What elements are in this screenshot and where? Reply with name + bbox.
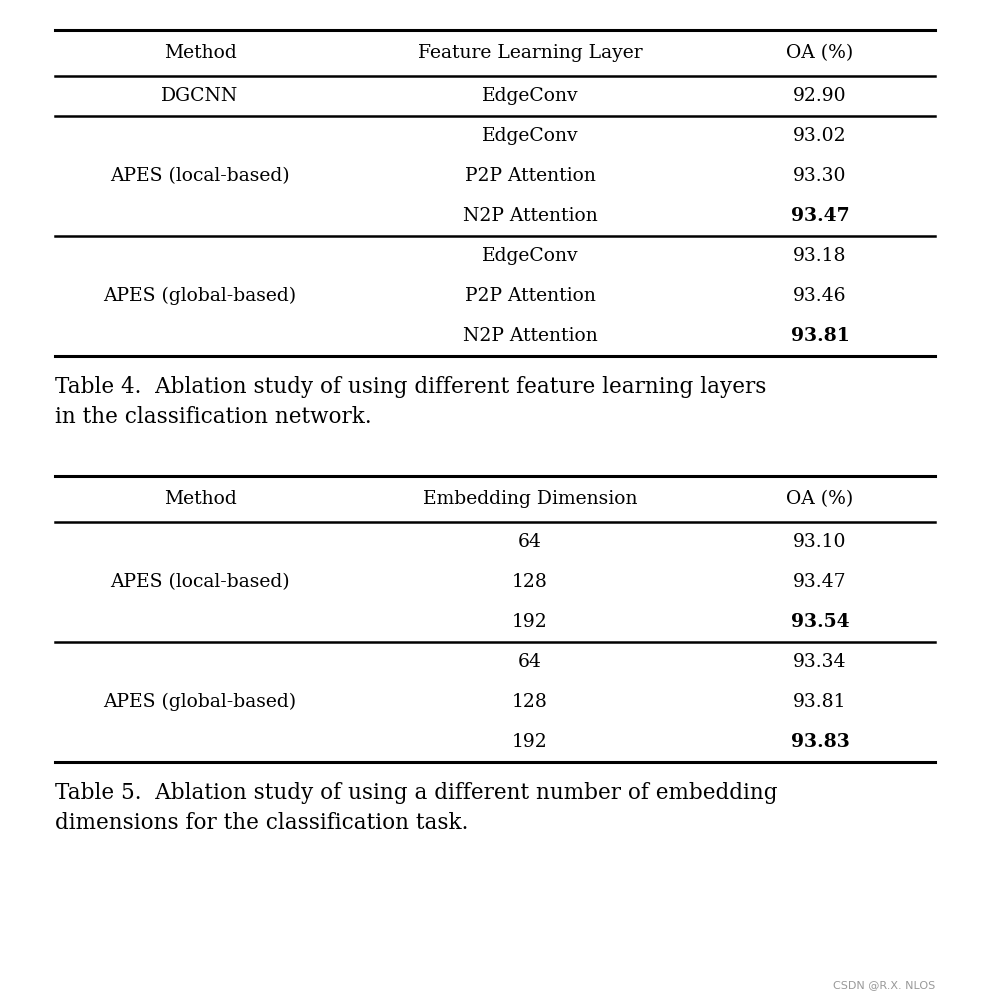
Text: 93.10: 93.10 — [793, 533, 846, 551]
Text: dimensions for the classification task.: dimensions for the classification task. — [55, 812, 468, 834]
Text: P2P Attention: P2P Attention — [464, 167, 595, 185]
Text: 93.81: 93.81 — [791, 327, 849, 345]
Text: 93.83: 93.83 — [791, 733, 849, 751]
Text: CSDN @R.X. NLOS: CSDN @R.X. NLOS — [833, 980, 935, 990]
Text: Method: Method — [163, 490, 237, 508]
Text: N2P Attention: N2P Attention — [462, 327, 597, 345]
Text: APES (global-based): APES (global-based) — [103, 287, 297, 305]
Text: N2P Attention: N2P Attention — [462, 207, 597, 225]
Text: 128: 128 — [512, 693, 547, 711]
Text: Feature Learning Layer: Feature Learning Layer — [418, 44, 643, 62]
Text: OA (%): OA (%) — [786, 490, 853, 508]
Text: DGCNN: DGCNN — [161, 87, 239, 105]
Text: 93.02: 93.02 — [793, 127, 846, 145]
Text: 93.47: 93.47 — [791, 207, 849, 225]
Text: APES (local-based): APES (local-based) — [110, 167, 290, 185]
Text: EdgeConv: EdgeConv — [482, 87, 578, 105]
Text: 93.46: 93.46 — [793, 287, 846, 305]
Text: EdgeConv: EdgeConv — [482, 127, 578, 145]
Text: Embedding Dimension: Embedding Dimension — [423, 490, 638, 508]
Text: APES (global-based): APES (global-based) — [103, 693, 297, 711]
Text: 93.81: 93.81 — [793, 693, 846, 711]
Text: OA (%): OA (%) — [786, 44, 853, 62]
Text: 64: 64 — [518, 653, 542, 671]
Text: P2P Attention: P2P Attention — [464, 287, 595, 305]
Text: 93.47: 93.47 — [793, 573, 846, 591]
Text: 128: 128 — [512, 573, 547, 591]
Text: 93.54: 93.54 — [791, 613, 849, 631]
Text: Table 5.  Ablation study of using a different number of embedding: Table 5. Ablation study of using a diffe… — [55, 782, 777, 804]
Text: 93.18: 93.18 — [793, 247, 846, 265]
Text: in the classification network.: in the classification network. — [55, 406, 371, 428]
Text: Method: Method — [163, 44, 237, 62]
Text: EdgeConv: EdgeConv — [482, 247, 578, 265]
Text: APES (local-based): APES (local-based) — [110, 573, 290, 591]
Text: 192: 192 — [512, 733, 547, 751]
Text: Table 4.  Ablation study of using different feature learning layers: Table 4. Ablation study of using differe… — [55, 376, 766, 398]
Text: 192: 192 — [512, 613, 547, 631]
Text: 64: 64 — [518, 533, 542, 551]
Text: 93.30: 93.30 — [793, 167, 846, 185]
Text: 92.90: 92.90 — [793, 87, 846, 105]
Text: 93.34: 93.34 — [793, 653, 846, 671]
